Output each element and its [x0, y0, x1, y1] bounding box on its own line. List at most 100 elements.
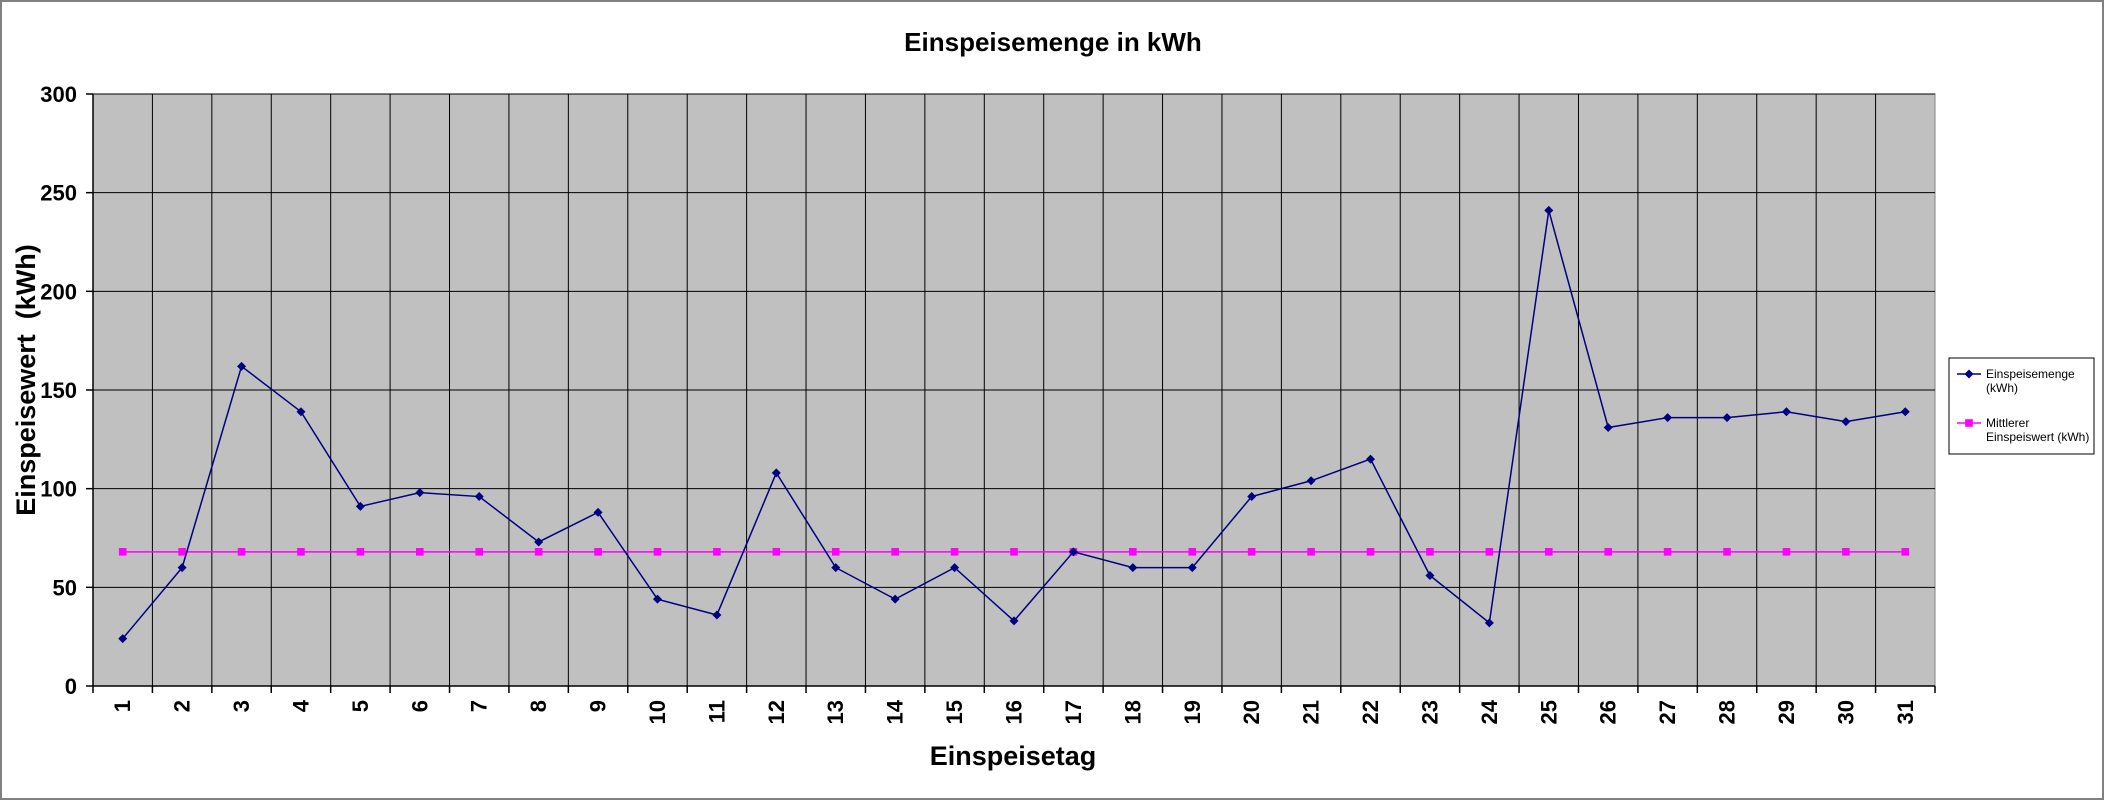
y-tick-label: 0 — [65, 674, 77, 699]
x-tick-label: 3 — [229, 700, 254, 712]
x-tick-label: 12 — [764, 700, 789, 724]
x-tick-label: 10 — [645, 700, 670, 724]
data-point — [1900, 407, 1910, 417]
series-1 — [118, 205, 1910, 644]
data-point — [1544, 205, 1554, 215]
legend-label: (kWh) — [1986, 381, 2018, 395]
x-tick-label: 14 — [883, 699, 908, 724]
x-tick-label: 26 — [1596, 700, 1621, 724]
data-point — [1663, 413, 1673, 423]
data-point — [1544, 548, 1553, 556]
data-point — [297, 548, 305, 556]
x-tick-label: 31 — [1893, 700, 1918, 724]
series-layer — [118, 205, 1910, 644]
x-tick-label: 1 — [110, 700, 135, 712]
data-point — [177, 563, 187, 573]
data-point — [1247, 548, 1256, 556]
x-tick-label: 13 — [823, 700, 848, 724]
x-tick-label: 19 — [1180, 700, 1205, 724]
data-point — [1307, 548, 1315, 556]
chart-title: Einspeisemenge in kWh — [904, 27, 1202, 57]
series-2 — [118, 548, 1910, 556]
x-tick-label: 18 — [1120, 700, 1145, 724]
y-tick-label: 300 — [40, 82, 77, 107]
data-point — [1781, 407, 1791, 417]
x-tick-label: 22 — [1358, 700, 1383, 724]
y-tick-label: 150 — [40, 378, 77, 403]
legend-label: Mittlerer — [1986, 416, 2029, 430]
data-point — [1722, 413, 1732, 423]
x-tick-label: 2 — [170, 700, 195, 712]
data-point — [1366, 548, 1375, 556]
legend-marker — [1965, 419, 1973, 427]
x-tick-label: 4 — [288, 699, 313, 712]
x-tick-label: 15 — [942, 700, 967, 724]
data-point — [1841, 417, 1851, 427]
x-tick-label: 11 — [704, 700, 729, 723]
data-point — [593, 507, 603, 517]
data-point — [1901, 548, 1910, 556]
data-point — [1306, 476, 1316, 486]
data-point — [118, 548, 127, 556]
x-tick-label: 16 — [1002, 700, 1027, 724]
data-point — [950, 563, 960, 573]
data-point — [178, 548, 186, 556]
data-point — [771, 468, 781, 478]
y-tick-label: 50 — [53, 575, 77, 600]
y-tick-label: 250 — [40, 181, 77, 206]
data-point — [1782, 548, 1791, 556]
data-point — [1010, 548, 1018, 556]
x-tick-label: 7 — [467, 700, 492, 712]
data-point — [1484, 618, 1494, 628]
y-tick-label: 100 — [40, 477, 77, 502]
data-point — [594, 548, 602, 556]
data-point — [1009, 616, 1019, 626]
x-tick-label: 9 — [586, 700, 611, 712]
data-point — [713, 548, 721, 556]
x-tick-label: 27 — [1655, 700, 1680, 724]
axes — [86, 93, 1936, 693]
data-point — [831, 563, 841, 573]
data-point — [891, 548, 899, 556]
data-point — [653, 548, 662, 556]
data-point — [534, 548, 543, 556]
data-point — [1128, 563, 1138, 573]
x-tick-label: 30 — [1833, 700, 1858, 724]
x-tick-label: 25 — [1536, 700, 1561, 724]
data-point — [1663, 548, 1672, 556]
x-tick-label: 29 — [1774, 700, 1799, 724]
data-point — [475, 548, 484, 556]
data-point — [534, 537, 544, 547]
data-point — [772, 548, 781, 556]
x-tick-label: 6 — [407, 700, 432, 712]
x-tick-label: 28 — [1715, 700, 1740, 724]
data-point — [890, 594, 900, 604]
data-point — [712, 610, 722, 620]
legend-marker — [1964, 369, 1974, 379]
gridlines — [93, 93, 1935, 686]
data-point — [415, 488, 425, 498]
x-tick-label: 21 — [1299, 700, 1324, 724]
legend: Einspeisemenge(kWh) MittlererEinspeiswert… — [1948, 357, 2095, 455]
data-point — [1425, 570, 1435, 580]
data-point — [1366, 454, 1376, 464]
legend-label: Einspeiswert (kWh) — [1986, 430, 2089, 444]
data-point — [831, 548, 840, 556]
data-point — [1603, 422, 1613, 432]
data-point — [1068, 547, 1078, 557]
data-point — [474, 492, 484, 502]
data-point — [237, 548, 246, 556]
data-point — [652, 594, 662, 604]
data-point — [1426, 548, 1434, 556]
data-point — [296, 407, 306, 417]
data-point — [1485, 548, 1494, 556]
data-point — [1129, 548, 1137, 556]
x-tick-label: 17 — [1061, 700, 1086, 724]
x-tick-label: 8 — [526, 700, 551, 712]
data-point — [416, 548, 424, 556]
legend-label: Einspeisemenge — [1986, 367, 2075, 381]
x-tick-label: 23 — [1417, 700, 1442, 724]
